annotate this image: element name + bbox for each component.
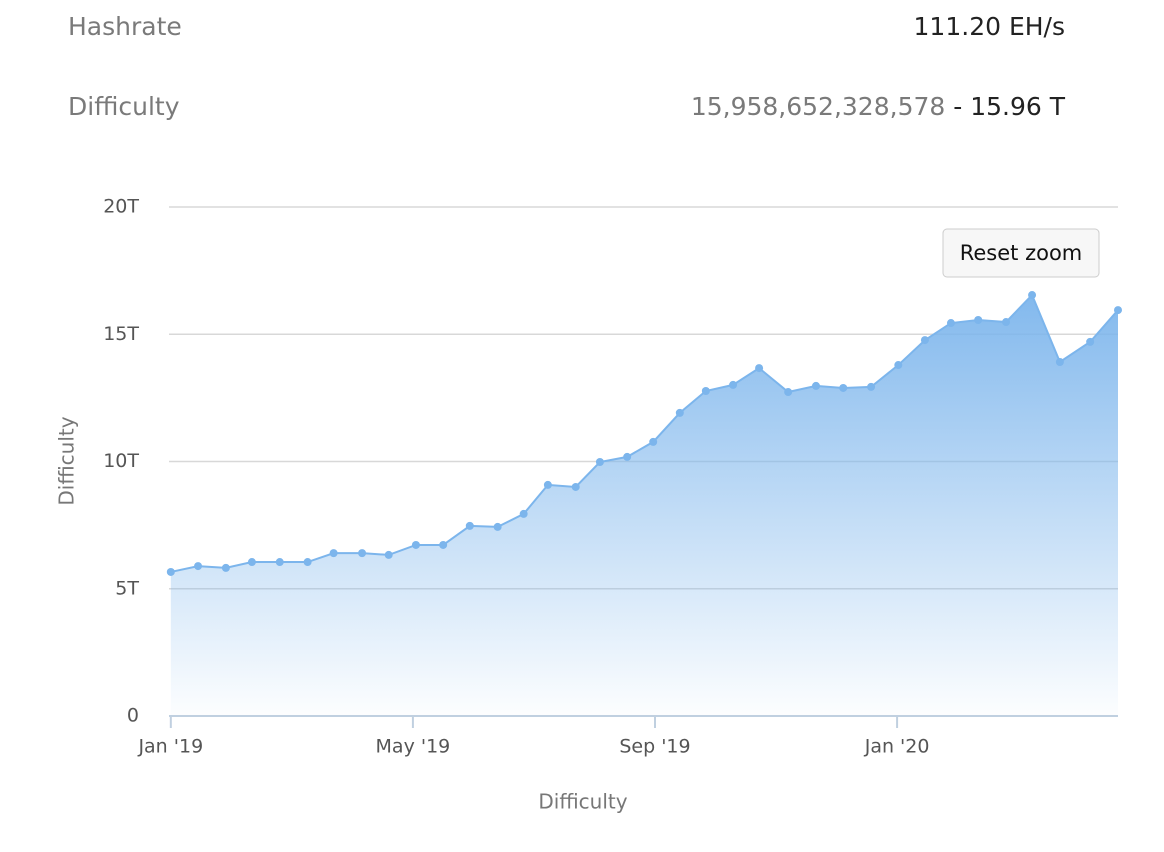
x-tick-label: Jan '19 <box>137 736 203 758</box>
data-point <box>166 567 175 576</box>
data-point <box>1055 357 1064 366</box>
row-value: 111.20 EH/s <box>914 12 1065 41</box>
y-axis-title: Difficulty <box>55 416 79 505</box>
y-tick-label: 0 <box>127 705 139 727</box>
data-point <box>811 381 820 390</box>
data-point <box>920 336 929 345</box>
data-point <box>755 364 764 373</box>
data-point <box>247 558 256 567</box>
data-point <box>194 562 203 571</box>
y-tick-label: 15T <box>103 323 139 345</box>
data-point <box>303 558 312 567</box>
data-point <box>675 408 684 417</box>
row-value: 15,958,652,328,578 - 15.96 T <box>691 92 1066 121</box>
data-point <box>493 522 502 531</box>
difficulty-short: - 15.96 T <box>953 92 1065 121</box>
data-point <box>384 550 393 559</box>
data-point <box>1114 306 1122 315</box>
data-point <box>729 380 738 389</box>
reset-zoom-button[interactable]: Reset zoom <box>942 228 1100 278</box>
data-point <box>1028 291 1037 300</box>
data-point <box>623 452 632 461</box>
data-point <box>411 540 420 549</box>
row-label: Hashrate <box>68 12 182 41</box>
button-box[interactable] <box>942 228 1100 278</box>
data-point <box>867 382 876 391</box>
data-point <box>701 387 710 396</box>
data-point <box>571 482 580 491</box>
data-point <box>275 558 284 567</box>
data-point <box>519 509 528 518</box>
y-tick-label: 20T <box>103 196 139 218</box>
data-point <box>839 383 848 392</box>
area-fill <box>170 295 1119 716</box>
y-tick-label: 5T <box>115 577 139 599</box>
data-point <box>894 361 903 370</box>
data-point <box>358 549 367 558</box>
data-point <box>595 458 604 467</box>
button-label[interactable]: Reset zoom <box>960 241 1083 265</box>
data-point <box>465 521 474 530</box>
x-tick-label: Sep '19 <box>619 736 690 758</box>
area-line <box>170 293 1119 573</box>
data-point <box>1086 337 1095 346</box>
row-label: Difficulty <box>68 92 180 121</box>
data-point <box>946 319 955 328</box>
x-axis-title: Difficulty <box>538 790 627 814</box>
data-point <box>329 549 338 558</box>
difficulty-raw: 15,958,652,328,578 <box>691 92 945 121</box>
data-point <box>974 315 983 324</box>
data-point <box>439 540 448 549</box>
data-point <box>221 563 230 572</box>
plot: 0 5T 10T 15T 20T Jan '19 May '19 Sep '19 Jan '20 <box>103 196 1122 758</box>
x-tick-label: May '19 <box>376 736 451 758</box>
data-point <box>543 480 552 489</box>
y-tick-label: 10T <box>103 450 139 472</box>
x-tick-label: Jan '20 <box>864 736 930 758</box>
data-point <box>649 437 658 446</box>
data-point <box>784 388 793 397</box>
data-point <box>1002 318 1011 327</box>
